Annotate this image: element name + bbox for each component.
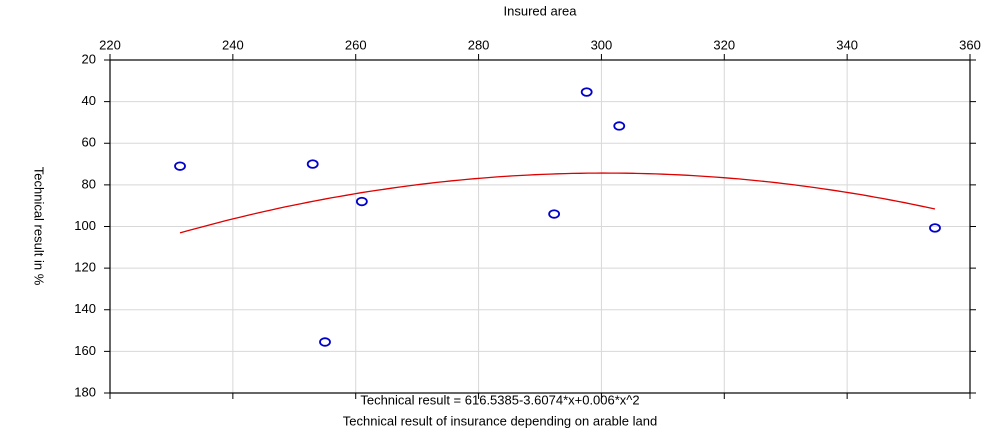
caption: Technical result of insurance depending … [343, 413, 657, 428]
y-tick-label: 80 [82, 176, 96, 191]
point [319, 337, 331, 347]
y-axis-label: Technical result in % [32, 167, 47, 286]
point [355, 196, 368, 207]
fit-curve [179, 172, 936, 234]
y-tick-label: 140 [74, 301, 96, 316]
y-tick-label: 40 [82, 93, 96, 108]
point [580, 87, 593, 97]
y-tick-label: 120 [74, 260, 96, 275]
x-tick-label: 300 [591, 37, 613, 52]
x-tick-label: 240 [222, 37, 244, 52]
point [174, 161, 186, 171]
point [613, 121, 626, 131]
point [306, 159, 319, 169]
y-tick-label: 160 [74, 343, 96, 358]
x-tick-label: 220 [99, 37, 121, 52]
equation: Technical result = 616.5385-3.6074*x+0.0… [360, 392, 639, 407]
x-tick-label: 360 [959, 37, 981, 52]
x-tick-label: 340 [836, 37, 858, 52]
y-tick-label: 60 [82, 135, 96, 150]
point [548, 209, 561, 219]
y-tick-label: 180 [74, 384, 96, 399]
x-tick-label: 280 [468, 37, 490, 52]
y-tick-label: 20 [82, 51, 96, 66]
chart-title: Insured area [504, 3, 578, 18]
x-tick-label: 320 [713, 37, 735, 52]
x-tick-label: 260 [345, 37, 367, 52]
point [929, 223, 941, 233]
y-tick-label: 100 [74, 218, 96, 233]
